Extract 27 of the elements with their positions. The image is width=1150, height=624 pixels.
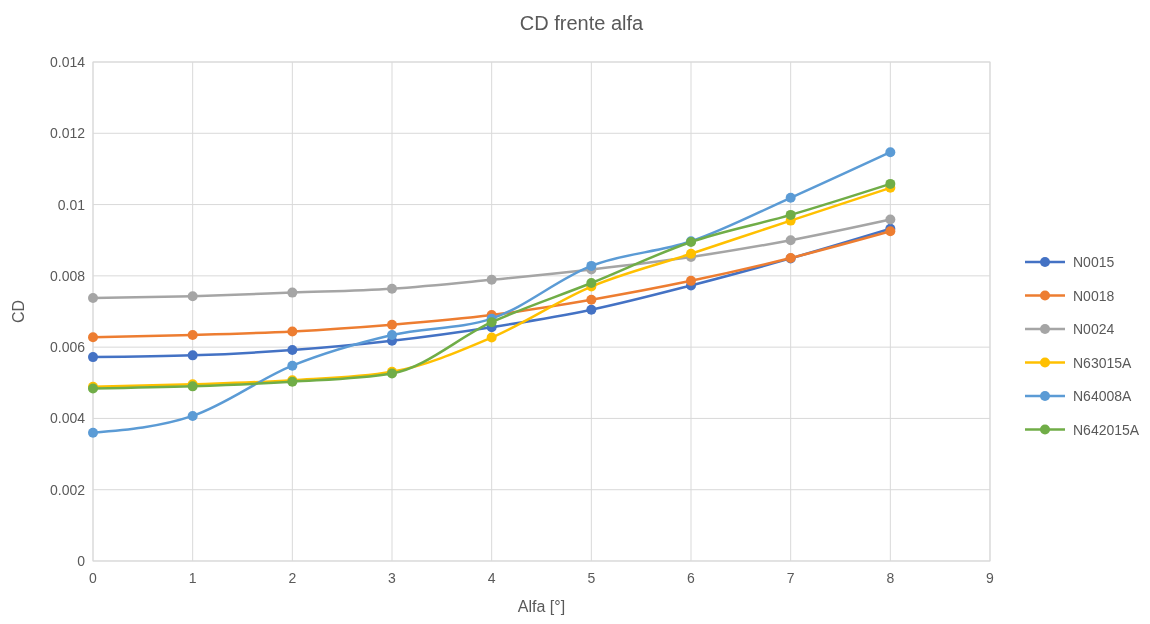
y-axis-title: CD [10, 299, 27, 324]
x-tick-label: 3 [388, 570, 397, 586]
x-tick-label: 0 [89, 570, 98, 586]
x-tick-label: 6 [687, 570, 696, 586]
x-tick-label: 7 [786, 570, 795, 586]
legend-label: N64008A [1073, 388, 1133, 404]
y-tick-label: 0.008 [49, 267, 86, 284]
legend-label: N0018 [1073, 287, 1115, 304]
legend-label: N63015A [1073, 354, 1133, 371]
x-tick-label: 8 [886, 570, 895, 586]
x-tick-label: 1 [188, 570, 197, 586]
y-tick-label: 0.014 [49, 54, 86, 70]
x-tick-label: 2 [288, 570, 297, 586]
y-tick-label: 0.01 [57, 196, 86, 213]
y-tick-label: 0 [77, 553, 86, 569]
legend-label: N0024 [1073, 321, 1115, 337]
y-tick-label: 0.012 [49, 125, 86, 142]
x-tick-label: 4 [487, 570, 496, 586]
y-tick-label: 0.006 [49, 339, 86, 356]
y-tick-label: 0.002 [49, 481, 86, 498]
legend-label: N642015A [1073, 421, 1140, 438]
legend-label: N0015 [1073, 254, 1115, 270]
x-axis-title: Alfa [°] [517, 598, 566, 615]
chart-title: CD frente alfa [519, 12, 645, 34]
y-tick-label: 0.004 [49, 410, 86, 427]
x-tick-label: 9 [986, 570, 995, 586]
x-tick-label: 5 [587, 570, 596, 586]
